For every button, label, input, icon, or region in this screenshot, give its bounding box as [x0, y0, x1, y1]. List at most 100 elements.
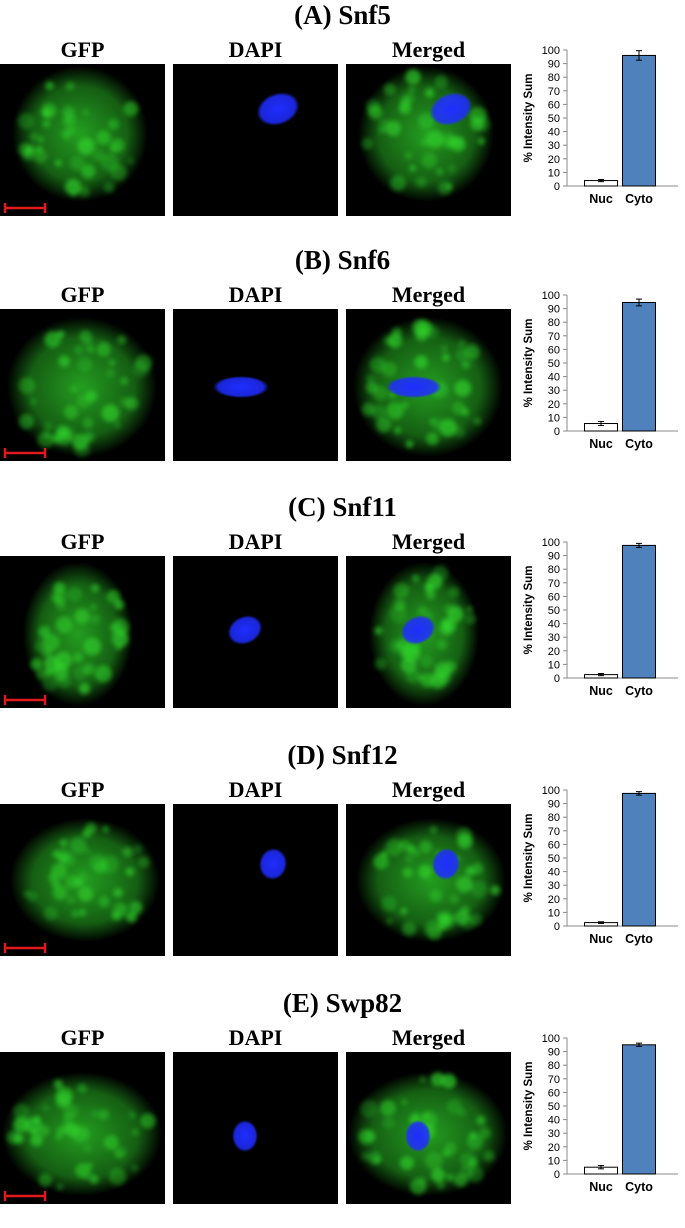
panel-title: (B) Snf6 [294, 245, 391, 275]
column-label: Merged [391, 529, 466, 554]
bar-chart: % Intensity Sum 0 10 20 30 40 50 60 70 80 90 100 Nuc… [515, 285, 685, 475]
error-bar-cyto [636, 542, 642, 548]
gfp-micrograph [0, 309, 165, 461]
x-category-label: Nuc [589, 1180, 613, 1194]
dapi-micrograph [173, 1052, 338, 1204]
column-label: Merged [391, 37, 466, 62]
y-tick-label: 90 [548, 551, 560, 563]
error-bar-nuc [598, 921, 604, 924]
y-tick-label: 50 [548, 358, 560, 370]
figure-panel: (B) Snf6 GFP DAPI Merged % Intensity Sum 0 10 2… [0, 245, 685, 485]
y-axis-label: % Intensity Sum [523, 814, 535, 903]
y-tick-label: 30 [548, 385, 560, 397]
scale-bar [3, 695, 47, 705]
y-tick-label: 20 [548, 1142, 560, 1154]
merged-micrograph [346, 309, 511, 461]
column-label: GFP [60, 777, 105, 802]
panel-title: (C) Snf11 [288, 492, 397, 522]
y-tick-label: 100 [542, 45, 560, 57]
bar-cyto [622, 1044, 656, 1175]
figure-panel: (A) Snf5 GFP DAPI Merged % Intensity Sum 0 10 2… [0, 0, 685, 240]
x-category-label: Cyto [625, 932, 653, 946]
y-tick-label: 90 [548, 1047, 560, 1059]
column-label: DAPI [228, 282, 283, 307]
y-tick-label: 100 [542, 537, 560, 549]
y-tick-label: 0 [554, 673, 560, 685]
y-tick-label: 60 [548, 591, 560, 603]
y-tick-label: 80 [548, 812, 560, 824]
merged-micrograph [346, 1052, 511, 1204]
y-tick-label: 40 [548, 619, 560, 631]
y-tick-label: 60 [548, 344, 560, 356]
y-tick-label: 0 [554, 921, 560, 933]
scale-bar [3, 203, 47, 213]
y-tick-label: 50 [548, 605, 560, 617]
y-tick-label: 50 [548, 853, 560, 865]
bar-chart: % Intensity Sum 0 10 20 30 40 50 60 70 80 90 100 Nuc… [515, 780, 685, 970]
error-bar-nuc [598, 420, 604, 427]
bar-cyto [622, 544, 656, 679]
y-tick-label: 80 [548, 1060, 560, 1072]
panel-title: (A) Snf5 [294, 0, 391, 30]
bar-chart: % Intensity Sum 0 10 20 30 40 50 60 70 80 90 100 Nuc… [515, 40, 685, 230]
gfp-micrograph [0, 556, 165, 708]
y-tick-label: 20 [548, 646, 560, 658]
y-tick-label: 10 [548, 167, 560, 179]
dapi-micrograph [173, 556, 338, 708]
dapi-micrograph [173, 309, 338, 461]
column-label: GFP [60, 282, 105, 307]
x-category-label: Cyto [625, 437, 653, 451]
y-tick-label: 90 [548, 59, 560, 71]
y-axis-label: % Intensity Sum [523, 1062, 535, 1151]
column-label: Merged [391, 1025, 466, 1050]
y-tick-label: 70 [548, 86, 560, 98]
dapi-micrograph [173, 804, 338, 956]
y-tick-label: 20 [548, 399, 560, 411]
column-label: Merged [391, 282, 466, 307]
y-tick-label: 100 [542, 1033, 560, 1045]
column-label: GFP [60, 1025, 105, 1050]
bar-chart: % Intensity Sum 0 10 20 30 40 50 60 70 80 90 100 Nuc… [515, 1028, 685, 1218]
scale-bar [3, 943, 47, 953]
column-label: DAPI [228, 777, 283, 802]
y-tick-label: 70 [548, 331, 560, 343]
y-tick-label: 10 [548, 907, 560, 919]
dapi-micrograph [173, 64, 338, 216]
error-bar-cyto [636, 791, 642, 796]
error-bar-cyto [636, 1042, 642, 1047]
bar-cyto [622, 54, 656, 187]
error-bar-nuc [598, 178, 604, 183]
bar-chart: % Intensity Sum 0 10 20 30 40 50 60 70 80 90 100 Nuc… [515, 532, 685, 722]
y-axis-label: % Intensity Sum [523, 74, 535, 163]
y-tick-label: 0 [554, 181, 560, 193]
y-tick-label: 60 [548, 839, 560, 851]
x-category-label: Nuc [589, 932, 613, 946]
y-tick-label: 50 [548, 1101, 560, 1113]
scale-bar [3, 448, 47, 458]
error-bar-nuc [598, 1165, 604, 1170]
figure-panel: (D) Snf12 GFP DAPI Merged % Intensity Sum 0 10… [0, 740, 685, 980]
x-category-label: Cyto [625, 684, 653, 698]
error-bar-cyto [636, 298, 642, 307]
y-tick-label: 0 [554, 1169, 560, 1181]
column-label: DAPI [228, 37, 283, 62]
merged-micrograph [346, 556, 511, 708]
error-bar-nuc [598, 673, 604, 677]
column-label: GFP [60, 529, 105, 554]
y-tick-label: 10 [548, 659, 560, 671]
bar-cyto [622, 792, 656, 927]
column-label: Merged [391, 777, 466, 802]
y-tick-label: 20 [548, 894, 560, 906]
bar-cyto [622, 301, 656, 432]
figure-panel: (C) Snf11 GFP DAPI Merged % Intensity Sum 0 10… [0, 492, 685, 732]
y-tick-label: 100 [542, 290, 560, 302]
panel-title: (D) Snf12 [287, 740, 398, 770]
merged-micrograph [346, 804, 511, 956]
y-tick-label: 70 [548, 826, 560, 838]
y-tick-label: 50 [548, 113, 560, 125]
y-tick-label: 10 [548, 412, 560, 424]
y-tick-label: 30 [548, 880, 560, 892]
y-tick-label: 80 [548, 72, 560, 84]
y-axis-label: % Intensity Sum [523, 566, 535, 655]
figure-panel: (E) Swp82 GFP DAPI Merged % Intensity Sum 0 10… [0, 988, 685, 1228]
